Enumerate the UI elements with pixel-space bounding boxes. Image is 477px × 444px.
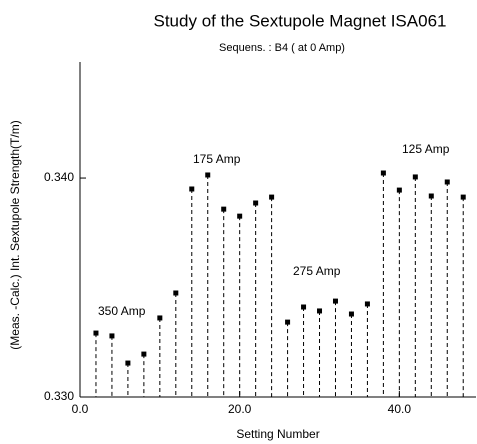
annotation: 175 Amp (193, 152, 241, 166)
marker (205, 172, 211, 178)
marker (460, 194, 466, 200)
marker (221, 206, 227, 212)
chart-subtitle: Sequens. : B4 ( at 0 Amp) (219, 42, 345, 54)
y-tick-label: 0.330 (44, 389, 74, 403)
annotation: 125 Amp (402, 142, 450, 156)
marker (301, 304, 307, 310)
chart-title: Study of the Sextupole Magnet ISA061 (154, 11, 447, 30)
x-tick-label: 0.0 (72, 402, 89, 416)
marker (141, 351, 147, 357)
marker (189, 186, 195, 192)
marker (109, 333, 115, 339)
marker (125, 360, 131, 366)
marker (93, 330, 99, 336)
marker (173, 290, 179, 296)
marker (237, 213, 243, 219)
marker (317, 308, 323, 314)
marker (348, 311, 354, 317)
marker (428, 193, 434, 199)
marker (364, 301, 370, 307)
x-tick-label: 20.0 (228, 402, 252, 416)
marker (396, 187, 402, 193)
marker (253, 200, 259, 206)
marker (332, 298, 338, 304)
annotation: 350 Amp (98, 304, 146, 318)
y-axis-label: (Meas. -Calc.) Int. Sextupole Strength(T… (8, 120, 22, 349)
y-tick-label: 0.340 (44, 170, 74, 184)
marker (285, 319, 291, 325)
marker (412, 174, 418, 180)
annotation: 275 Amp (293, 264, 341, 278)
x-tick-label: 40.0 (388, 402, 412, 416)
marker (269, 194, 275, 200)
marker (157, 315, 163, 321)
marker (380, 170, 386, 176)
x-axis-label: Setting Number (236, 427, 319, 441)
marker (444, 179, 450, 185)
